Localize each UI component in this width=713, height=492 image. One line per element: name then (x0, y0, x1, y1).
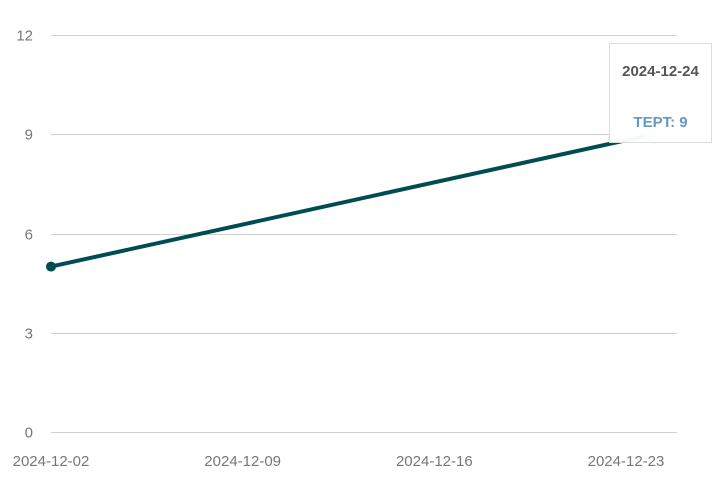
y-tick-label: 6 (25, 227, 33, 244)
x-tick-label: 2024-12-16 (396, 453, 473, 470)
tooltip-date: 2024-12-24 (622, 63, 699, 80)
tooltip: 2024-12-24 TEPT: 9 (609, 43, 712, 143)
y-tick-label: 0 (25, 425, 33, 442)
series-line-0 (49, 132, 656, 269)
x-tick-label: 2024-12-23 (588, 453, 665, 470)
grid-layer (51, 35, 677, 433)
data-point[interactable] (46, 261, 56, 272)
x-axis: 2024-12-02 2024-12-09 2024-12-16 2024-12-23 (13, 453, 665, 470)
y-tick-label: 12 (16, 28, 33, 45)
series-layer (46, 125, 663, 272)
x-tick-label: 2024-12-02 (13, 453, 90, 470)
tooltip-value: TEPT: 9 (633, 114, 688, 131)
x-tick-label: 2024-12-09 (204, 453, 281, 470)
y-axis: 0 3 6 9 12 (16, 28, 33, 442)
y-tick-label: 9 (25, 127, 33, 144)
y-tick-label: 3 (25, 326, 33, 343)
